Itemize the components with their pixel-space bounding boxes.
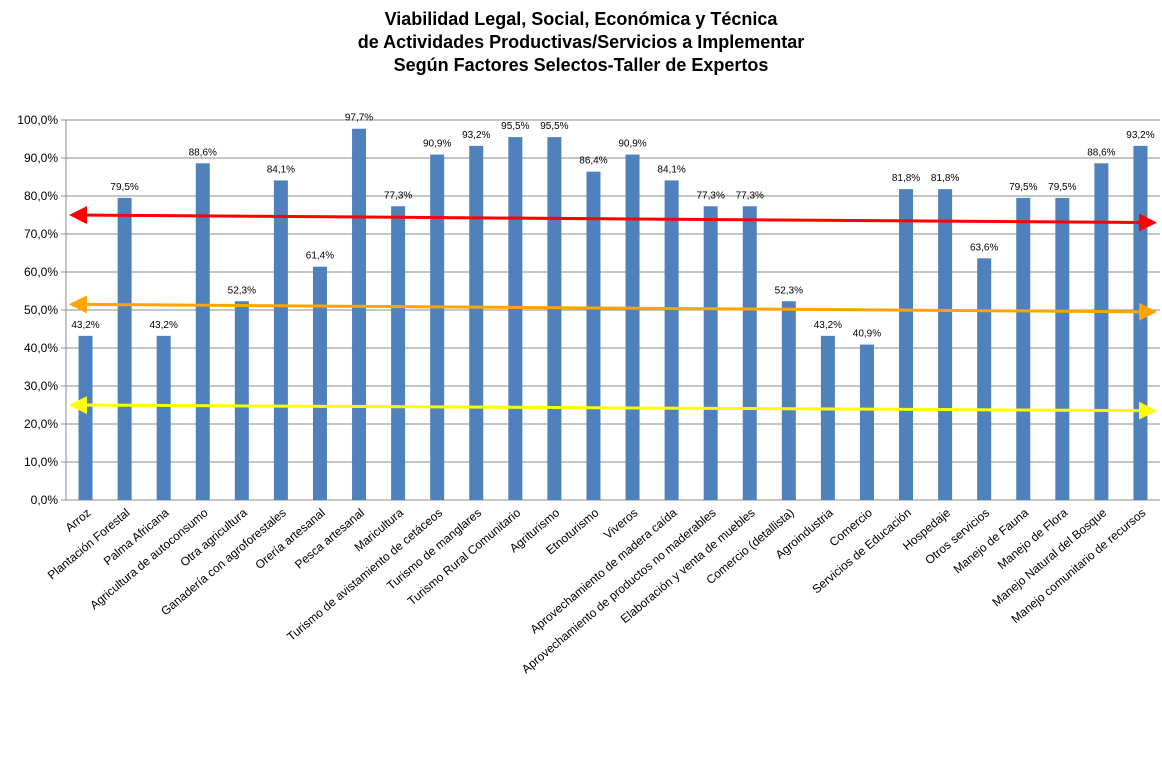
data-label: 90,9% [618,139,646,150]
bar [742,206,757,500]
bar [508,137,523,500]
bar [859,344,874,500]
bar [625,154,640,500]
data-label: 43,2% [814,320,842,331]
threshold-arrow [69,396,1157,420]
data-label: 81,8% [892,173,920,184]
bar [820,335,835,500]
chart-title-line-3: Según Factores Selectos-Taller de Expert… [393,55,769,75]
bar [78,335,93,500]
data-label: 61,4% [306,251,334,262]
y-tick-label: 10,0% [24,455,58,469]
data-label: 84,1% [657,164,685,175]
data-label: 77,3% [736,190,764,201]
data-label: 52,3% [775,285,803,296]
bar [273,180,288,501]
threshold-arrow [69,206,1157,232]
data-label: 86,4% [579,156,607,167]
data-label: 77,3% [384,190,412,201]
bar [352,128,367,501]
bar [1133,145,1148,500]
data-label: 79,5% [110,182,138,193]
chart-title-line-2: de Actividades Productivas/Servicios a I… [357,32,805,52]
data-label: 40,9% [853,329,881,340]
threshold-arrow [69,295,1157,321]
data-label: 84,1% [267,164,295,175]
bar [156,335,171,500]
data-label: 63,6% [970,242,998,253]
data-label: 52,3% [228,285,256,296]
data-label: 95,5% [540,121,568,132]
y-tick-label: 100,0% [17,113,58,127]
bar [899,189,914,500]
y-tick-label: 50,0% [24,303,58,317]
bar [391,206,406,500]
y-tick-label: 80,0% [24,189,58,203]
x-tick-label: Arroz [63,506,94,535]
bar [1055,197,1070,500]
x-tick-label: Orería artesanal [252,506,327,572]
data-label: 43,2% [149,320,177,331]
data-label: 79,5% [1048,182,1076,193]
bar [234,301,249,500]
data-label: 97,7% [345,113,373,124]
bar [586,171,601,500]
bar [469,145,484,500]
bar [703,206,718,500]
y-tick-label: 70,0% [24,227,58,241]
bar [117,197,132,500]
data-label: 88,6% [189,147,217,158]
data-label: 93,2% [462,130,490,141]
data-label: 95,5% [501,121,529,132]
bar [1094,163,1109,500]
chart-title: Viabilidad Legal, Social, Económica y Té… [0,8,1162,77]
y-tick-label: 90,0% [24,151,58,165]
data-label: 77,3% [696,190,724,201]
data-label: 90,9% [423,139,451,150]
bar [781,301,796,500]
y-tick-label: 30,0% [24,379,58,393]
bar [1016,197,1031,500]
y-tick-label: 20,0% [24,417,58,431]
bar [312,266,327,500]
chart-title-line-1: Viabilidad Legal, Social, Económica y Té… [384,9,778,29]
bar [195,163,210,500]
data-label: 43,2% [71,320,99,331]
data-label: 79,5% [1009,182,1037,193]
bar [547,137,562,500]
y-tick-label: 60,0% [24,265,58,279]
data-label: 93,2% [1126,130,1154,141]
data-label: 81,8% [931,173,959,184]
y-tick-label: 0,0% [31,493,59,507]
bar [977,258,992,500]
x-tick-label: Pesca artesanal [292,506,367,572]
bar [664,180,679,501]
bar [938,189,953,500]
data-label: 88,6% [1087,147,1115,158]
bar [430,154,445,500]
y-tick-label: 40,0% [24,341,58,355]
